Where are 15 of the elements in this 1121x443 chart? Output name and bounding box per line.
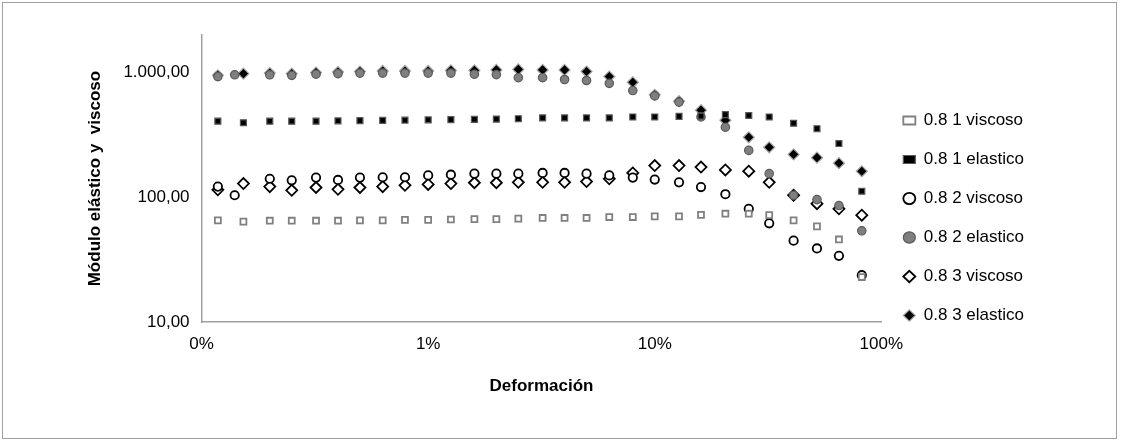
x-tick-label: 0% (189, 334, 214, 354)
y-tick-label: 100,00 (137, 187, 190, 207)
y-tick-label: 1.000,00 (123, 62, 190, 82)
x-tick-label: 1% (415, 334, 441, 354)
legend-label: 0.8 1 elastico (923, 149, 1025, 169)
legend-label: 0.8 1 viscoso (923, 110, 1024, 130)
legend-label: 0.8 3 elastico (923, 305, 1025, 325)
legend-label: 0.8 3 viscoso (923, 266, 1024, 286)
x-tick-label: 100% (859, 334, 904, 354)
legend-label: 0.8 2 elastico (923, 227, 1025, 247)
y-tick-label: 10,00 (147, 311, 190, 331)
x-tick-label: 10% (637, 334, 672, 354)
y-axis-title: Módulo elástico y viscoso (84, 70, 104, 287)
x-axis-title: Deformación (489, 376, 594, 396)
legend-label: 0.8 2 viscoso (923, 188, 1024, 208)
